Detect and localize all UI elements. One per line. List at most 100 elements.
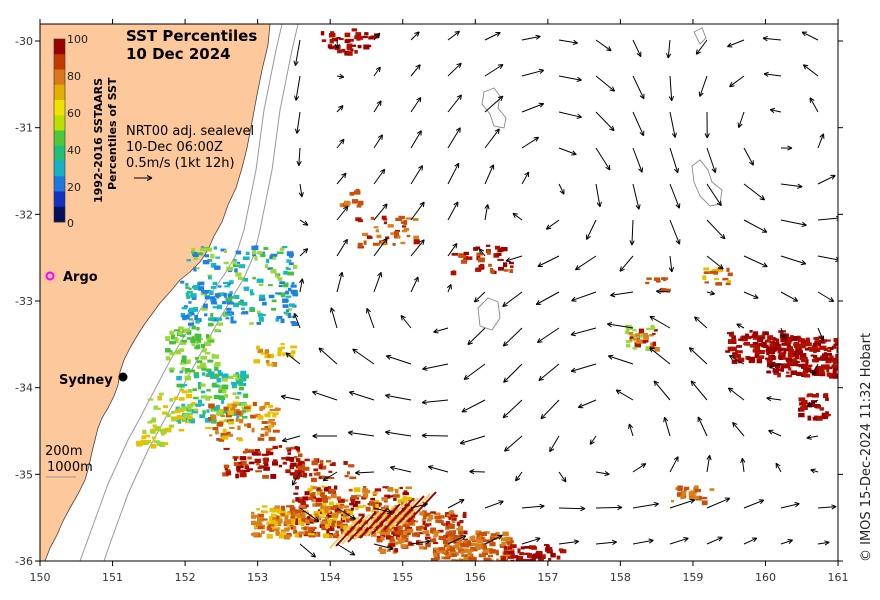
sst-pixel — [321, 39, 327, 43]
sst-pixel — [200, 247, 207, 252]
sst-pixel — [843, 359, 850, 364]
sst-pixel — [346, 45, 353, 50]
colorbar-swatch — [54, 130, 65, 147]
sst-pixel — [650, 342, 654, 347]
sydney-label: Sydney — [59, 373, 113, 388]
sst-pixel — [323, 486, 331, 492]
sst-pixel — [369, 501, 374, 506]
sst-pixel — [455, 559, 459, 561]
sst-pixel — [758, 355, 765, 359]
sst-pixel — [646, 327, 653, 331]
sst-pixel — [181, 340, 187, 343]
sst-pixel — [308, 496, 313, 501]
sst-pixel — [362, 504, 366, 507]
sst-pixel — [251, 511, 255, 515]
sst-pixel — [239, 472, 247, 478]
sst-pixel — [452, 530, 456, 535]
sst-pixel — [271, 307, 277, 311]
sst-pixel — [802, 371, 806, 376]
current-arrow — [322, 471, 338, 482]
sst-pixel — [304, 531, 312, 535]
sst-pixel — [323, 497, 328, 503]
sst-pixel — [348, 510, 354, 516]
sst-pixel — [641, 339, 649, 343]
sst-pixel — [372, 518, 378, 521]
current-arrow — [801, 31, 819, 41]
sst-pixel — [813, 354, 818, 359]
sst-pixel — [159, 392, 164, 396]
sst-pixel — [277, 277, 283, 281]
sst-pixel — [268, 436, 276, 441]
current-arrow — [421, 432, 449, 439]
sst-pixel — [242, 470, 246, 473]
x-tick-label: 150 — [30, 571, 51, 584]
sydney-marker — [118, 372, 128, 382]
sst-pixel — [218, 438, 225, 442]
sst-pixel — [252, 250, 256, 255]
current-arrow — [763, 71, 782, 77]
sst-pixel — [443, 544, 448, 548]
sst-pixel — [799, 357, 807, 361]
sst-pixel — [731, 337, 737, 343]
sst-pixel — [397, 525, 402, 530]
sst-pixel — [432, 541, 439, 545]
sst-pixel — [237, 383, 243, 386]
sst-pixel — [276, 516, 280, 519]
current-arrow — [549, 435, 560, 453]
sst-pixel — [649, 346, 655, 349]
sst-pixel — [169, 341, 176, 345]
sst-pixel — [715, 282, 723, 286]
sst-pixel — [477, 535, 482, 539]
sst-pixel — [231, 384, 237, 389]
sst-pixel — [367, 236, 373, 239]
current-arrow — [348, 390, 375, 401]
sst-pixel — [311, 498, 315, 503]
current-arrow — [535, 291, 560, 305]
sst-pixel — [798, 413, 805, 418]
sst-streak — [371, 503, 401, 535]
sst-pixel — [165, 336, 171, 341]
sst-pixel — [270, 474, 277, 479]
sst-pixel — [242, 410, 249, 413]
sst-pixel — [264, 463, 269, 467]
current-arrow — [538, 363, 560, 381]
sst-pixel — [768, 351, 776, 354]
sst-pixel — [439, 548, 446, 554]
sst-pixel — [748, 358, 755, 364]
sst-pixel — [232, 401, 240, 405]
map-title: SST Percentiles — [126, 27, 257, 45]
sst-pixel — [188, 419, 195, 424]
sst-pixel — [190, 338, 196, 344]
sst-pixel — [359, 36, 364, 40]
current-arrow — [484, 95, 504, 113]
sst-pixel — [680, 490, 687, 496]
sst-pixel — [839, 343, 844, 347]
sst-pixel — [321, 512, 328, 515]
current-arrow — [334, 39, 340, 49]
sst-pixel — [152, 424, 157, 428]
sst-pixel — [346, 518, 350, 523]
current-arrow — [740, 457, 746, 473]
sst-pixel — [329, 33, 336, 38]
sst-pixel — [780, 354, 785, 357]
sst-pixel — [269, 527, 274, 532]
sst-pixel — [481, 543, 487, 546]
sst-pixel — [142, 429, 147, 434]
sst-pixel — [389, 539, 396, 543]
sst-pixel — [237, 261, 240, 264]
sst-pixel — [364, 32, 369, 36]
sst-pixel — [202, 260, 210, 265]
sst-pixel — [489, 536, 497, 540]
sst-pixel — [272, 526, 276, 530]
sst-pixel — [216, 438, 220, 441]
sst-pixel — [188, 287, 192, 291]
current-arrow — [521, 503, 545, 510]
sst-pixel — [370, 35, 377, 39]
sst-pixel — [274, 407, 280, 412]
sst-pixel — [795, 347, 799, 350]
sst-pixel — [430, 511, 436, 514]
sst-pixel — [257, 516, 264, 522]
x-tick-label: 151 — [102, 571, 123, 584]
sst-pixel — [731, 346, 737, 352]
sst-pixel — [254, 256, 258, 261]
